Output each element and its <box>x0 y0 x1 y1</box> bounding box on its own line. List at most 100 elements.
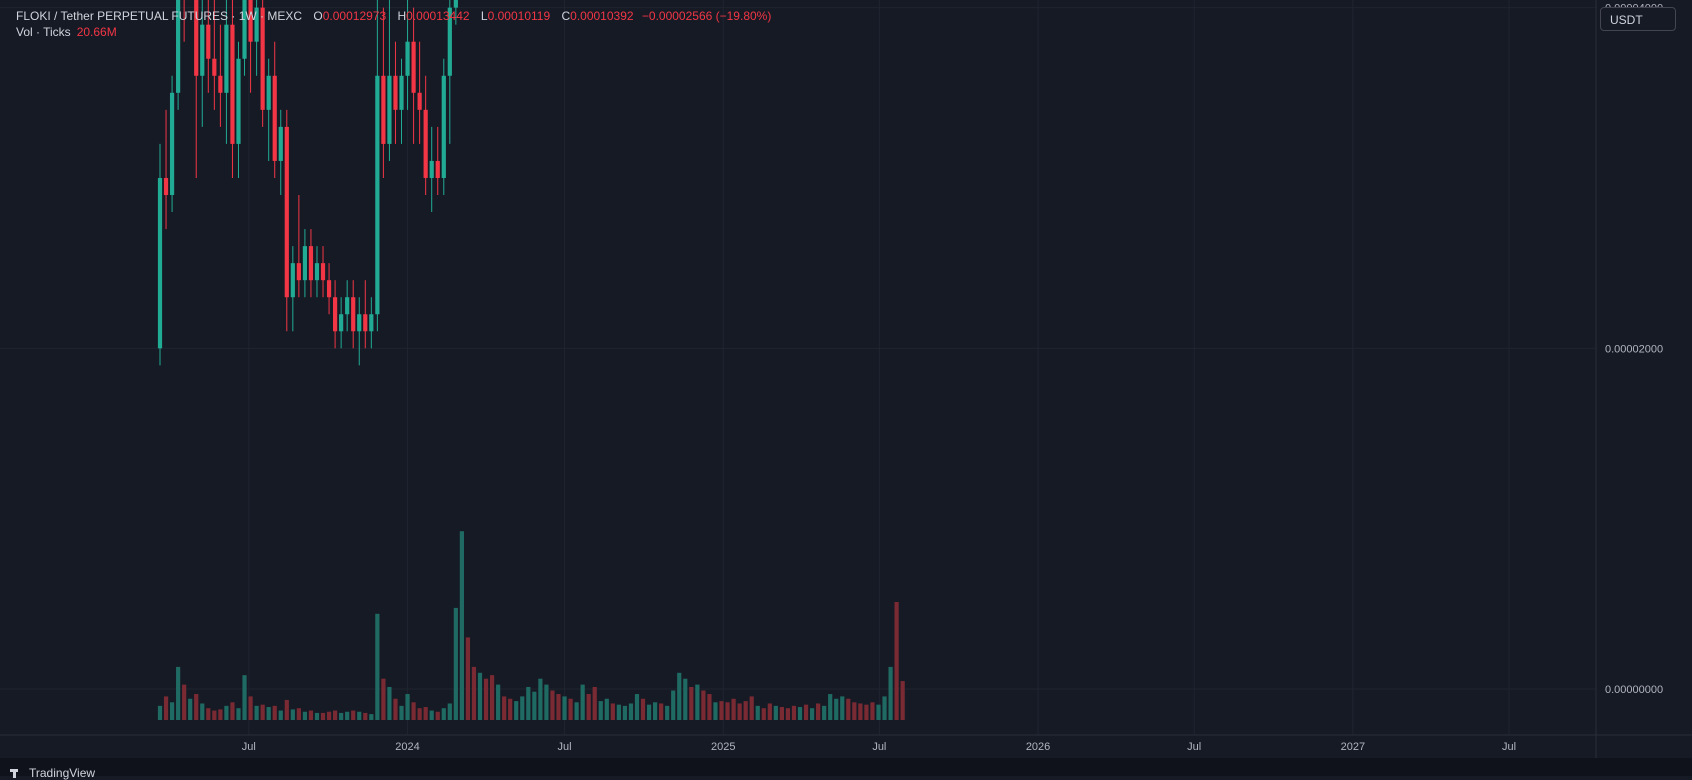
candle-body <box>236 58 241 144</box>
candle-body <box>326 280 332 298</box>
candle-body <box>296 263 301 281</box>
candle-body <box>302 246 308 281</box>
volume-bar <box>266 707 271 720</box>
volume-bar <box>876 704 881 720</box>
volume-bar <box>200 703 205 720</box>
volume-bar <box>320 712 326 720</box>
close-label: C <box>561 9 571 23</box>
volume-bar <box>465 637 471 720</box>
candle-body <box>176 0 181 93</box>
volume-bar <box>652 702 658 720</box>
volume-bar <box>230 702 235 720</box>
volume-bar <box>556 694 561 720</box>
candle-body <box>224 24 229 93</box>
volume-bars <box>157 531 905 720</box>
candle-body <box>447 7 452 76</box>
volume-bar <box>163 696 169 720</box>
x-tick-label: 2026 <box>1026 741 1050 753</box>
volume-bar <box>791 705 797 720</box>
volume-bar <box>345 711 350 720</box>
volume-bar <box>351 710 356 720</box>
volume-bar <box>846 698 851 720</box>
volume-bar <box>816 703 821 720</box>
candle-body <box>248 0 253 42</box>
volume-bar <box>562 696 567 720</box>
candle-body <box>260 7 265 110</box>
x-tick-label: Jul <box>1502 741 1516 753</box>
open-value: 0.00012973 <box>322 9 387 23</box>
x-tick-label: 2027 <box>1341 741 1365 753</box>
tradingview-logo[interactable]: TradingView <box>10 766 95 780</box>
volume-bar <box>502 696 507 720</box>
volume-bar <box>212 710 217 720</box>
volume-bar <box>224 705 229 720</box>
volume-bar <box>834 698 839 720</box>
volume-bar <box>429 710 434 720</box>
currency-button[interactable]: USDT <box>1600 7 1676 31</box>
volume-bar <box>604 698 609 720</box>
high-label: H <box>397 9 407 23</box>
volume-bar <box>260 704 265 720</box>
volume-bar <box>701 690 706 720</box>
x-tick-label: 2025 <box>711 741 735 753</box>
volume-bar <box>797 707 803 720</box>
volume-bar <box>725 702 730 720</box>
candle-body <box>363 314 368 332</box>
low-value: 0.00010119 <box>487 9 551 23</box>
candle-body <box>266 75 271 110</box>
high-value: 0.00013442 <box>406 9 470 23</box>
volume-bar <box>532 691 537 720</box>
candle-body <box>339 314 344 332</box>
volume-bar <box>278 710 283 720</box>
volume-bar <box>194 694 199 720</box>
candle-body <box>423 109 428 178</box>
candle-body <box>453 0 458 8</box>
volume-bar <box>544 684 549 720</box>
y-tick-label: 0.00002000 <box>1605 343 1663 355</box>
volume-bar <box>483 678 489 720</box>
candle-body <box>212 58 217 76</box>
candle-body <box>429 160 434 178</box>
volume-bar <box>405 694 410 720</box>
volume-bar <box>381 678 386 720</box>
volume-bar <box>236 708 241 720</box>
volume-bar <box>332 710 338 720</box>
volume-bar <box>375 613 380 720</box>
volume-bar <box>568 698 573 720</box>
volume-bar <box>785 708 791 720</box>
volume-bar <box>435 711 440 720</box>
volume-bar <box>441 708 446 720</box>
volume-bar <box>526 686 531 720</box>
candle-body <box>290 263 295 298</box>
candle-body <box>405 41 410 76</box>
volume-bar <box>773 705 778 720</box>
volume-bar <box>453 607 458 720</box>
volume-bar <box>634 694 640 720</box>
x-tick-label: Jul <box>1187 741 1201 753</box>
volume-bar <box>284 699 289 720</box>
volume-bar <box>900 681 905 720</box>
tradingview-icon <box>10 768 24 778</box>
volume-bar <box>290 709 295 720</box>
volume-value: 20.66M <box>76 25 117 39</box>
volume-bar <box>761 708 766 720</box>
volume-bar <box>767 703 772 720</box>
volume-bar <box>489 675 495 720</box>
volume-bar <box>206 708 211 720</box>
volume-bar <box>182 684 187 720</box>
symbol-title[interactable]: FLOKI / Tether PERPETUAL FUTURES · 1W · … <box>16 9 303 23</box>
volume-bar <box>248 696 253 720</box>
candle-body <box>435 160 440 178</box>
volume-bar <box>689 686 694 720</box>
volume-bar <box>514 701 519 720</box>
volume-bar <box>471 666 477 720</box>
volume-bar <box>308 710 314 720</box>
brand-name: TradingView <box>29 766 96 780</box>
volume-label[interactable]: Vol · Ticks <box>16 25 71 39</box>
volume-bar <box>731 698 736 720</box>
volume-bar <box>538 678 543 720</box>
grid <box>0 0 1596 735</box>
ohlc-row: FLOKI / Tether PERPETUAL FUTURES · 1W · … <box>16 8 771 24</box>
y-tick-label: 0.00000000 <box>1605 684 1663 696</box>
